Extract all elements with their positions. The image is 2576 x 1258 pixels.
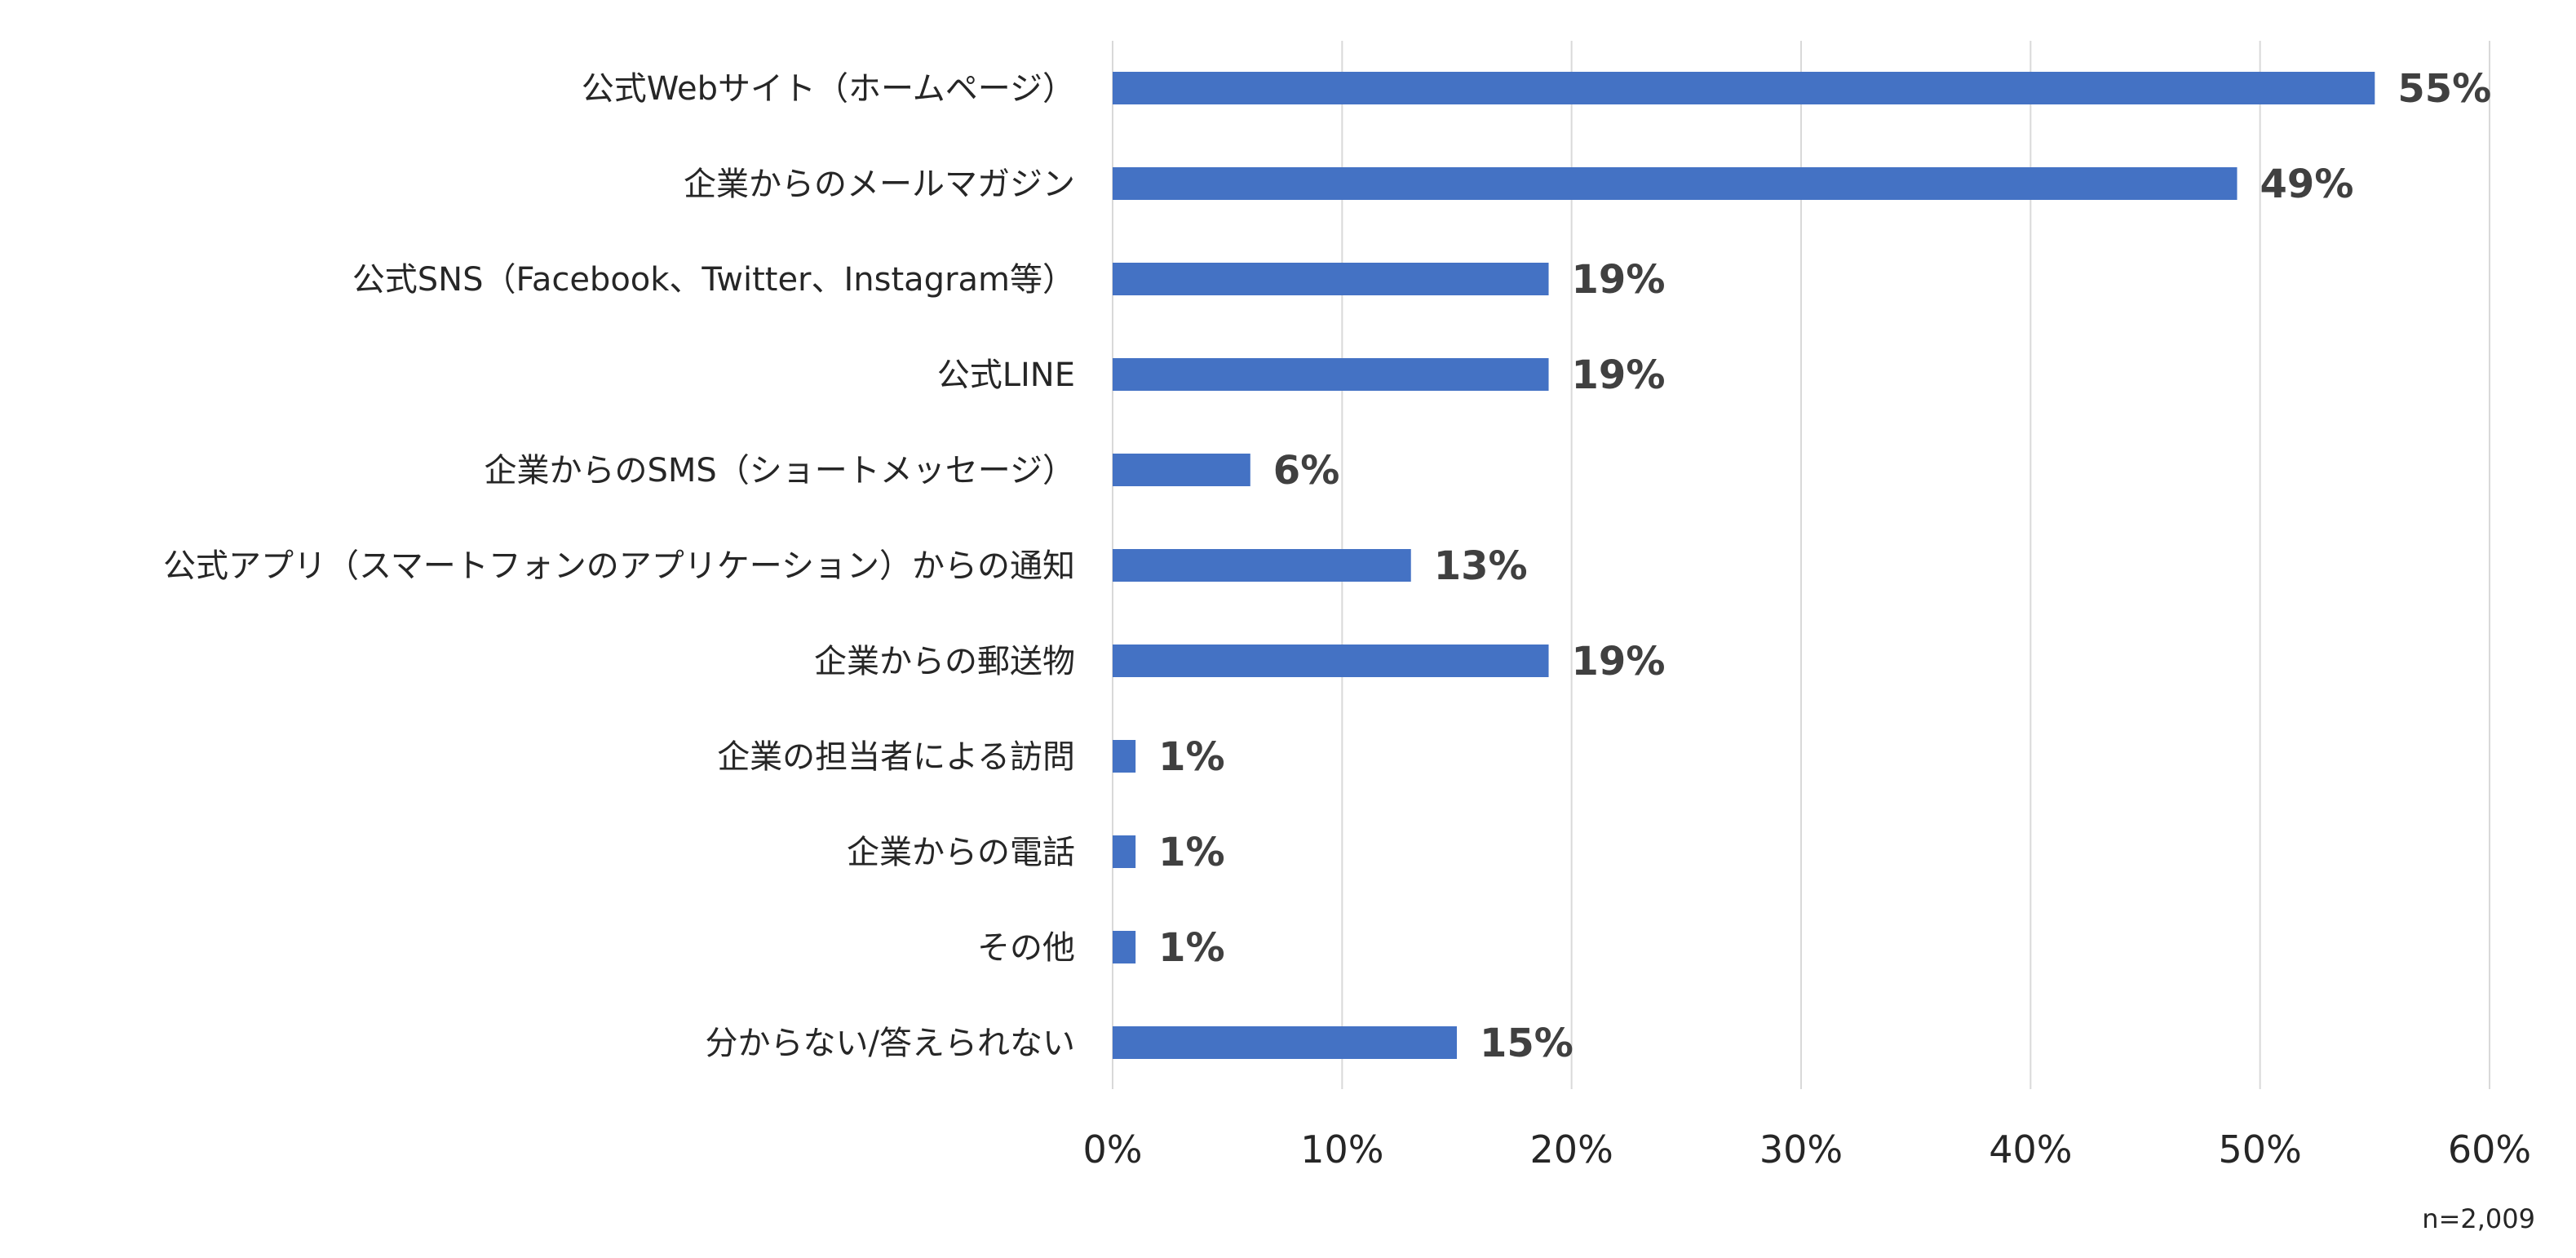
x-tick-label: 50% — [2219, 1127, 2302, 1172]
value-label: 19% — [1572, 257, 1666, 303]
bar — [1113, 931, 1136, 963]
value-label: 1% — [1158, 925, 1225, 971]
x-tick-label: 20% — [1530, 1127, 1613, 1172]
bar — [1113, 454, 1250, 486]
category-label: 企業からのメールマガジン — [684, 166, 1075, 203]
category-label: 公式アプリ（スマートフォンのアプリケーション）からの通知 — [163, 547, 1075, 585]
category-label: その他 — [977, 929, 1075, 967]
bar — [1113, 645, 1549, 677]
gridlines — [1112, 41, 2490, 1089]
category-label: 公式Webサイト（ホームページ） — [582, 70, 1075, 108]
category-label: 企業からのSMS（ショートメッセージ） — [485, 452, 1076, 489]
value-label: 55% — [2397, 66, 2491, 112]
x-axis-ticks: 0% 10% 20% 30% 40% 50% 60% — [1083, 1127, 2532, 1172]
x-tick-label: 10% — [1300, 1127, 1383, 1172]
bar — [1113, 1026, 1457, 1059]
sample-size-note: n=2,009 — [2422, 1203, 2535, 1234]
category-label: 企業からの電話 — [847, 834, 1075, 871]
category-labels: 公式Webサイト（ホームページ） 企業からのメールマガジン公式SNS（Facebo… — [163, 70, 1075, 1062]
bar — [1113, 263, 1549, 295]
bar — [1113, 835, 1136, 868]
value-label: 1% — [1158, 734, 1225, 780]
category-label: 企業の担当者による訪問 — [717, 738, 1075, 776]
x-tick-label: 0% — [1083, 1127, 1143, 1172]
x-tick-label: 60% — [2448, 1127, 2531, 1172]
x-tick-label: 40% — [1989, 1127, 2072, 1172]
category-label: 企業からの郵送物 — [814, 643, 1075, 680]
value-labels: 55% 49% 19% 19% 6% 13% 19% 1% 1% 1% 15% — [1158, 66, 2491, 1066]
bar — [1113, 740, 1136, 773]
value-label: 13% — [1434, 543, 1528, 589]
bar — [1113, 72, 2375, 104]
value-label: 19% — [1572, 352, 1666, 398]
bars — [1113, 72, 2375, 1059]
bar — [1113, 358, 1549, 391]
category-label: 公式LINE — [937, 357, 1075, 394]
x-tick-label: 30% — [1759, 1127, 1843, 1172]
bar — [1113, 549, 1411, 582]
value-label: 6% — [1273, 448, 1340, 494]
value-label: 19% — [1572, 639, 1666, 684]
bar — [1113, 167, 2237, 200]
value-label: 49% — [2260, 162, 2354, 207]
value-label: 15% — [1480, 1021, 1573, 1066]
category-label: 分からない/答えられない — [706, 1025, 1075, 1062]
category-label: 公式SNS（Facebook、Twitter、Instagram等） — [352, 261, 1075, 299]
value-label: 1% — [1158, 830, 1225, 875]
